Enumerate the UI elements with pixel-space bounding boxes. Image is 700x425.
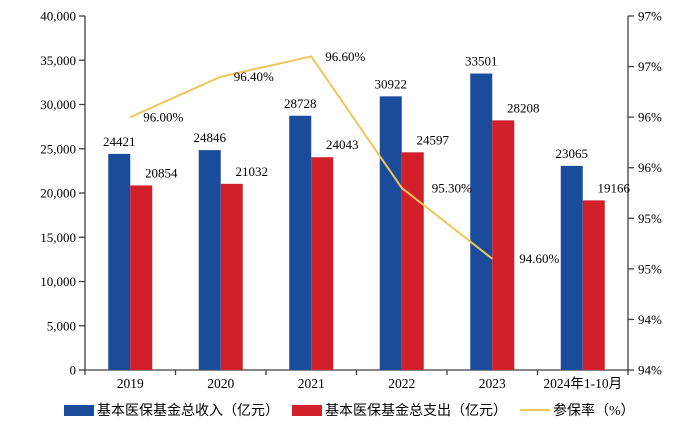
legend-item-income: 基本医保基金总收入（亿元） (64, 400, 279, 420)
chart-legend: 基本医保基金总收入（亿元） 基本医保基金总支出（亿元） 参保率（%） (64, 400, 635, 420)
left-axis-tick-label: 25,000 (40, 141, 76, 156)
expense-bar-value-label: 28208 (507, 100, 540, 115)
left-axis-tick-label: 15,000 (40, 230, 76, 245)
participation-rate-label: 96.40% (234, 69, 274, 84)
income-bar-value-label: 24846 (194, 130, 227, 145)
x-axis-category-label: 2021 (298, 376, 325, 391)
right-axis-tick-label: 96% (638, 160, 662, 175)
expense-swatch (292, 404, 322, 416)
participation-rate-label: 94.60% (519, 251, 559, 266)
left-axis-tick-label: 30,000 (40, 97, 76, 112)
legend-item-expense: 基本医保基金总支出（亿元） (292, 400, 507, 420)
right-axis-tick-label: 94% (638, 312, 662, 327)
income-bar (379, 96, 402, 370)
expense-bar (401, 152, 424, 370)
right-axis-tick-label: 95% (638, 211, 662, 226)
income-bar (560, 165, 583, 370)
x-axis-category-label: 2023 (479, 376, 506, 391)
right-axis-tick-label: 97% (638, 9, 662, 24)
income-bar (289, 115, 312, 370)
income-bar (108, 153, 131, 370)
expense-bar-value-label: 21032 (236, 164, 269, 179)
income-bar (470, 73, 493, 371)
expense-bar (582, 200, 605, 370)
participation-rate-label: 95.30% (432, 180, 472, 195)
income-bar-value-label: 33501 (465, 54, 498, 69)
legend-item-participation-rate: 参保率（%） (520, 400, 635, 420)
x-axis-category-label: 2024年1-10月 (543, 376, 622, 391)
income-bar-value-label: 24421 (103, 134, 136, 149)
expense-bar-value-label: 24043 (326, 137, 359, 152)
left-axis-tick-label: 40,000 (40, 9, 76, 24)
income-bar-value-label: 30922 (375, 76, 408, 91)
legend-label-income: 基本医保基金总收入（亿元） (97, 404, 279, 419)
left-axis-tick-label: 20,000 (40, 186, 76, 201)
income-bar-value-label: 23065 (556, 146, 589, 161)
participation-rate-line (129, 55, 493, 260)
expense-bar-value-label: 24597 (417, 132, 450, 147)
expense-bar-value-label: 20854 (145, 165, 178, 180)
participation-rate-swatch (520, 409, 550, 411)
right-axis-tick-label: 97% (638, 59, 662, 74)
right-axis-tick-label: 95% (638, 261, 662, 276)
left-axis-tick-label: 5,000 (47, 318, 76, 333)
expense-bar (311, 157, 334, 370)
legend-label-participation-rate: 参保率（%） (553, 404, 635, 419)
expense-bar-value-label: 19166 (598, 180, 631, 195)
left-axis-tick-label: 0 (70, 363, 77, 378)
income-bar (198, 150, 221, 370)
left-axis-tick-label: 35,000 (40, 53, 76, 68)
right-axis-tick-label: 94% (638, 363, 662, 378)
legend-label-expense: 基本医保基金总支出（亿元） (325, 404, 507, 419)
expense-bar (130, 185, 153, 370)
right-axis-tick-label: 96% (638, 110, 662, 125)
participation-rate-label: 96.60% (325, 49, 365, 64)
income-bar-value-label: 28728 (284, 96, 317, 111)
x-axis-category-label: 2019 (117, 376, 144, 391)
expense-bar (492, 120, 515, 371)
left-axis-tick-label: 10,000 (40, 274, 76, 289)
participation-rate-label: 96.00% (143, 110, 183, 125)
expense-bar (220, 183, 243, 370)
income-swatch (64, 404, 94, 416)
x-axis-category-label: 2020 (207, 376, 234, 391)
x-axis-category-label: 2022 (388, 376, 415, 391)
